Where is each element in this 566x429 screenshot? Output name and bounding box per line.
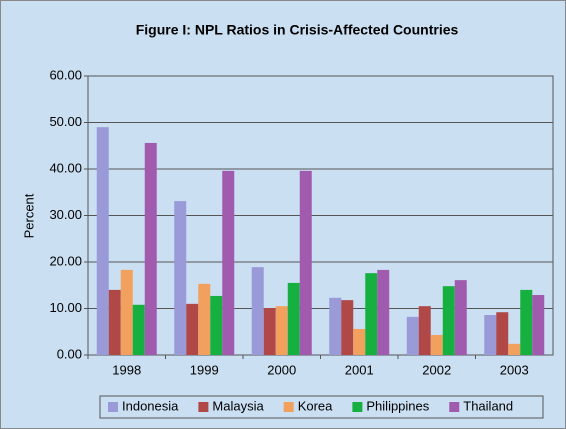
bar xyxy=(442,286,455,355)
bar xyxy=(418,306,431,355)
bar xyxy=(275,306,288,355)
bar xyxy=(365,273,378,355)
y-tick-label: 10.00 xyxy=(49,300,82,315)
bar xyxy=(532,295,545,355)
legend-swatch xyxy=(283,402,294,412)
y-tick-label: 50.00 xyxy=(49,114,82,129)
bar xyxy=(287,282,300,355)
y-tick-label: 60.00 xyxy=(49,67,82,82)
bar xyxy=(222,170,235,355)
legend-swatch xyxy=(198,402,209,412)
x-tick-label: 2001 xyxy=(345,362,374,377)
y-axis-label: Percent xyxy=(21,193,36,238)
x-tick-label: 2000 xyxy=(267,362,296,377)
x-tick-label: 2003 xyxy=(500,362,529,377)
bar xyxy=(484,315,497,355)
bar xyxy=(186,303,199,355)
legend-label: Korea xyxy=(298,398,333,413)
bar xyxy=(329,297,342,355)
bar xyxy=(353,328,366,355)
bar xyxy=(454,280,467,355)
y-tick-label: 40.00 xyxy=(49,160,82,175)
legend-box xyxy=(99,395,544,419)
legend-label: Thailand xyxy=(463,398,513,413)
bar xyxy=(341,300,354,355)
bar xyxy=(496,312,509,355)
bar xyxy=(144,142,157,355)
bar xyxy=(406,316,419,355)
x-tick-label: 1998 xyxy=(112,362,141,377)
bar xyxy=(508,343,521,355)
bar xyxy=(299,170,312,355)
bar xyxy=(520,289,533,355)
x-tick-label: 2002 xyxy=(422,362,451,377)
legend-swatch xyxy=(108,402,118,412)
x-tick-label: 1999 xyxy=(190,362,219,377)
bar xyxy=(96,127,109,356)
bar xyxy=(132,304,145,355)
legend-label: Philippines xyxy=(366,398,429,413)
legend-label: Malaysia xyxy=(212,398,264,413)
bar xyxy=(198,283,211,355)
chart-title: Figure I: NPL Ratios in Crisis-Affected … xyxy=(136,22,459,38)
bar xyxy=(210,295,223,355)
legend-swatch xyxy=(352,402,363,412)
bar xyxy=(263,308,276,355)
legend-label: Indonesia xyxy=(122,398,179,413)
bar xyxy=(430,335,443,355)
bar xyxy=(108,289,121,355)
bar xyxy=(251,267,264,355)
bar xyxy=(174,201,187,355)
bar xyxy=(120,269,133,355)
bar xyxy=(377,269,390,355)
y-tick-label: 20.00 xyxy=(49,253,82,268)
legend-swatch xyxy=(449,402,460,412)
y-tick-label: 0.00 xyxy=(57,346,82,361)
y-tick-label: 30.00 xyxy=(49,207,82,222)
